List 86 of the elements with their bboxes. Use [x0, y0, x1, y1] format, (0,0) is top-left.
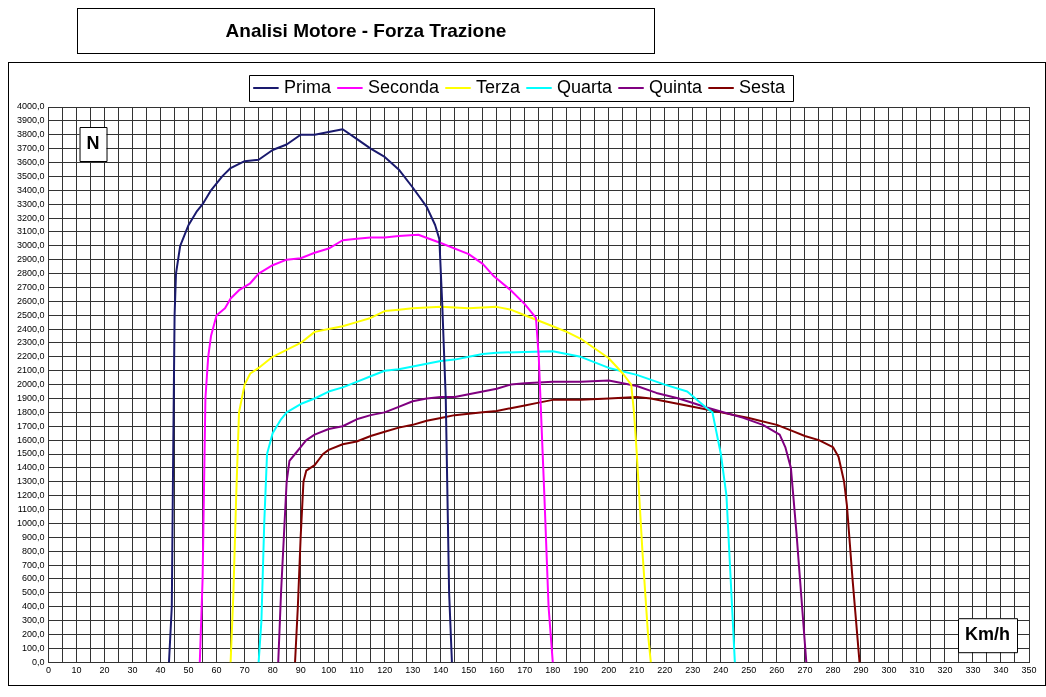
y-tick-label: 2300,0	[17, 337, 45, 348]
y-tick-label: 3100,0	[17, 226, 45, 237]
legend-label: Sesta	[739, 76, 787, 97]
x-tick-label: 230	[685, 665, 701, 676]
y-tick-label: 3500,0	[17, 170, 45, 181]
y-tick-label: 3300,0	[17, 198, 45, 209]
x-tick-label: 280	[825, 665, 841, 676]
y-tick-label: 3800,0	[17, 129, 45, 140]
x-tick-label: 100	[321, 665, 337, 676]
x-tick-label: 40	[155, 665, 166, 676]
x-tick-label: 30	[127, 665, 138, 676]
y-tick-label: 3900,0	[17, 115, 45, 126]
y-tick-label: 700,0	[22, 559, 45, 570]
y-tick-label: 2500,0	[17, 309, 45, 320]
x-tick-label: 160	[489, 665, 505, 676]
y-tick-label: 3700,0	[17, 143, 45, 154]
y-tick-label: 4000,0	[17, 101, 45, 112]
x-tick-label: 330	[965, 665, 981, 676]
y-tick-label: 1600,0	[17, 434, 45, 445]
legend-label: Prima	[283, 76, 332, 97]
x-tick-label: 140	[433, 665, 449, 676]
chart-title: Analisi Motore - Forza Trazione	[77, 8, 655, 54]
x-tick-label: 340	[993, 665, 1009, 676]
y-tick-label: 1400,0	[17, 462, 45, 473]
y-tick-label: 200,0	[22, 628, 45, 639]
x-tick-label: 10	[71, 665, 82, 676]
x-tick-label: 130	[405, 665, 421, 676]
x-tick-label: 290	[853, 665, 869, 676]
y-tick-label: 900,0	[22, 531, 45, 542]
x-tick-label: 80	[267, 665, 278, 676]
y-tick-label: 3600,0	[17, 157, 45, 167]
y-tick-label: 1500,0	[17, 448, 45, 459]
x-tick-label: 220	[657, 665, 673, 676]
y-tick-label: 800,0	[22, 545, 45, 556]
x-tick-label: 190	[573, 665, 589, 676]
x-tick-label: 180	[545, 665, 561, 676]
y-tick-label: 2800,0	[17, 268, 45, 279]
y-tick-label: 100,0	[22, 642, 45, 653]
x-tick-label: 50	[183, 665, 194, 676]
x-tick-label: 310	[909, 665, 925, 676]
x-tick-label: 20	[99, 665, 110, 676]
y-tick-label: 2000,0	[17, 379, 45, 390]
y-tick-label: 0,0	[32, 656, 45, 667]
y-tick-label: 2400,0	[17, 323, 45, 334]
x-tick-label: 170	[517, 665, 533, 676]
x-tick-label: 250	[741, 665, 757, 676]
x-axis-title: Km/h	[965, 624, 1010, 645]
x-tick-label: 270	[797, 665, 813, 676]
x-tick-label: 300	[881, 665, 897, 676]
y-tick-label: 3000,0	[17, 240, 45, 251]
y-tick-label: 2700,0	[17, 281, 45, 292]
y-axis-title: N	[86, 132, 100, 153]
y-tick-label: 1700,0	[17, 420, 45, 431]
x-tick-label: 150	[461, 665, 477, 676]
y-tick-label: 2100,0	[17, 365, 45, 376]
x-tick-label: 90	[295, 665, 306, 676]
x-tick-label: 0	[46, 665, 52, 676]
y-tick-label: 300,0	[22, 615, 45, 626]
y-tick-label: 2900,0	[17, 254, 45, 265]
x-tick-label: 210	[629, 665, 645, 676]
y-tick-label: 1800,0	[17, 406, 45, 417]
y-tick-label: 400,0	[22, 601, 45, 612]
x-tick-label: 240	[713, 665, 729, 676]
legend-label: Seconda	[367, 76, 440, 97]
x-tick-label: 320	[937, 665, 953, 676]
y-tick-label: 2600,0	[17, 295, 45, 306]
y-tick-label: 500,0	[22, 587, 45, 598]
y-tick-label: 1100,0	[17, 504, 45, 514]
y-tick-label: 3400,0	[17, 184, 45, 195]
legend-label: Terza	[475, 76, 521, 97]
x-tick-label: 110	[349, 665, 364, 676]
y-tick-label: 3200,0	[17, 212, 45, 223]
x-tick-label: 200	[601, 665, 617, 676]
legend-label: Quinta	[649, 76, 704, 97]
y-tick-label: 1000,0	[17, 517, 45, 528]
x-tick-label: 260	[769, 665, 785, 676]
y-tick-label: 2200,0	[17, 351, 45, 362]
legend-label: Quarta	[556, 76, 614, 97]
y-tick-label: 1900,0	[17, 392, 45, 403]
x-tick-label: 70	[239, 665, 250, 676]
y-tick-label: 1300,0	[17, 476, 45, 487]
y-tick-label: 600,0	[22, 573, 45, 584]
x-tick-label: 60	[211, 665, 222, 676]
y-tick-label: 1200,0	[17, 490, 45, 501]
x-tick-label: 350	[1021, 665, 1037, 676]
x-tick-label: 120	[377, 665, 393, 676]
